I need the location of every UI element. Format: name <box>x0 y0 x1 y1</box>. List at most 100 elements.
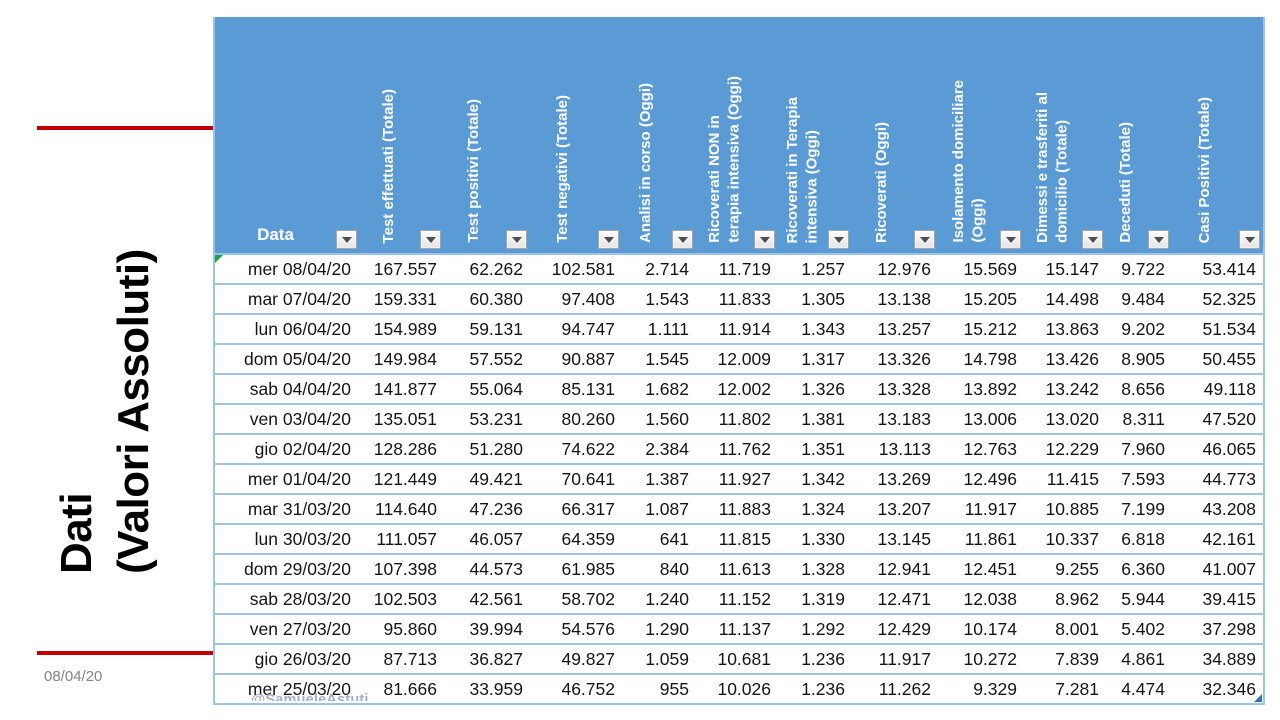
filter-dropdown-ricoverati[interactable] <box>914 230 935 249</box>
cell-date: lun 30/03/20 <box>254 528 351 549</box>
column-label-ricoverati: Ricoverati (Oggi) <box>873 122 891 243</box>
cell-value: 1.059 <box>645 648 689 669</box>
cell-value: 8.905 <box>1121 348 1165 369</box>
cell-date: mer 01/04/20 <box>247 468 351 489</box>
cell-value: 58.702 <box>561 588 615 609</box>
column-header-casi-positivi: Casi Positivi (Totale) <box>1172 17 1263 253</box>
cell-value: 1.351 <box>801 438 845 459</box>
cell-value: 51.534 <box>1202 318 1256 339</box>
cell-value: 33.959 <box>469 678 523 699</box>
cell-value: 11.833 <box>718 288 771 309</box>
cell-value: 1.319 <box>801 588 845 609</box>
cell-value: 39.415 <box>1202 588 1256 609</box>
cell-value: 1.543 <box>645 288 689 309</box>
cell-value: 46.065 <box>1202 438 1256 459</box>
cell-value: 12.038 <box>963 588 1017 609</box>
cell-date: mer 08/04/20 <box>215 255 360 283</box>
cell-value: 51.280 <box>469 438 523 459</box>
cell-value: 81.666 <box>383 678 437 699</box>
cell-value: 1.560 <box>645 408 689 429</box>
filter-arrow-icon <box>759 236 770 243</box>
table-row: ven 27/03/20 95.860 39.994 54.576 1.290 11.13… <box>215 615 1263 645</box>
cell-value: 7.593 <box>1121 468 1165 489</box>
filter-dropdown-dimessi[interactable] <box>1082 230 1103 249</box>
cell-value: 53.231 <box>469 408 523 429</box>
filter-dropdown-ricoverati-terapia-intensiva[interactable] <box>828 230 849 249</box>
cell-value: 97.408 <box>561 288 615 309</box>
cell-value: 53.414 <box>1202 258 1256 279</box>
table-resize-handle-icon[interactable] <box>1254 694 1262 702</box>
divider-line-bottom <box>37 651 218 655</box>
cell-value: 13.006 <box>963 408 1017 429</box>
column-label-dimessi: Dimessi e trasferiti al domicilio (Total… <box>1033 92 1071 243</box>
cell-value: 11.883 <box>718 498 771 519</box>
filter-dropdown-data[interactable] <box>336 230 357 249</box>
cell-value: 1.087 <box>645 498 689 519</box>
column-header-dimessi: Dimessi e trasferiti al domicilio (Total… <box>1024 17 1106 253</box>
cell-value: 11.137 <box>718 618 771 639</box>
cell-date: dom 29/03/20 <box>243 558 351 579</box>
cell-value: 1.236 <box>801 678 845 699</box>
cell-value: 1.326 <box>801 378 845 399</box>
cell-value: 10.174 <box>963 618 1017 639</box>
cell-value: 55.064 <box>469 378 523 399</box>
cell-value: 9.202 <box>1121 318 1165 339</box>
cell-value: 44.773 <box>1202 468 1256 489</box>
filter-arrow-icon <box>1244 236 1255 243</box>
cell-value: 8.656 <box>1121 378 1165 399</box>
table-row: gio 26/03/20 87.713 36.827 49.827 1.059 10.68… <box>215 645 1263 675</box>
cell-value: 14.798 <box>963 348 1017 369</box>
cell-value: 11.917 <box>878 648 931 669</box>
column-label-data: Data <box>257 225 294 244</box>
cell-value: 1.305 <box>801 288 845 309</box>
cell-value: 32.346 <box>1202 678 1256 699</box>
cell-value: 80.260 <box>561 408 615 429</box>
filter-dropdown-analisi-in-corso[interactable] <box>672 230 693 249</box>
column-header-isolamento-domiciliare: Isolamento domiciliare (Oggi) <box>938 17 1024 253</box>
filter-dropdown-test-negativi[interactable] <box>598 230 619 249</box>
filter-dropdown-casi-positivi[interactable] <box>1239 230 1260 249</box>
cell-value: 46.057 <box>469 528 523 549</box>
cell-value: 49.421 <box>469 468 523 489</box>
cell-date: gio 02/04/20 <box>254 438 351 459</box>
table-row: mer 25/03/20 81.666 33.959 46.752 955 10.026 1… <box>215 675 1263 703</box>
cell-value: 641 <box>659 528 689 549</box>
filter-dropdown-isolamento-domiciliare[interactable] <box>1000 230 1021 249</box>
cell-value: 121.449 <box>373 468 437 489</box>
cell-value: 10.337 <box>1045 528 1099 549</box>
cell-value: 135.051 <box>373 408 437 429</box>
cell-value: 59.131 <box>469 318 523 339</box>
filter-dropdown-test-effettuati[interactable] <box>420 230 441 249</box>
cell-value: 1.387 <box>645 468 689 489</box>
cell-value: 11.927 <box>718 468 771 489</box>
column-header-ricoverati-non-terapia-intensiva: Ricoverati NON in terapia intensiva (Ogg… <box>696 17 778 253</box>
cell-value: 6.360 <box>1121 558 1165 579</box>
filter-dropdown-ricoverati-non-terapia-intensiva[interactable] <box>754 230 775 249</box>
cell-value: 2.384 <box>645 438 689 459</box>
cell-value: 49.118 <box>1203 378 1256 399</box>
slide-title: Dati (Valori Assoluti) <box>52 249 159 574</box>
filter-dropdown-deceduti[interactable] <box>1148 230 1169 249</box>
cell-value: 11.762 <box>718 438 771 459</box>
cell-value: 7.281 <box>1055 678 1099 699</box>
table-row: ven 03/04/20 135.051 53.231 80.260 1.560 11.8… <box>215 405 1263 435</box>
cell-date: sab 28/03/20 <box>249 588 351 609</box>
filter-dropdown-test-positivi[interactable] <box>506 230 527 249</box>
cell-date: gio 26/03/20 <box>254 648 351 669</box>
cell-value: 14.498 <box>1045 288 1099 309</box>
cell-value: 7.839 <box>1055 648 1099 669</box>
cell-value: 57.552 <box>469 348 523 369</box>
cell-value: 12.009 <box>717 348 771 369</box>
cell-value: 13.113 <box>878 438 931 459</box>
column-header-test-effettuati: Test effettuati (Totale) <box>360 17 444 253</box>
cell-date: ven 03/04/20 <box>249 408 351 429</box>
cell-value: 13.863 <box>1045 318 1099 339</box>
cell-flag-green-triangle-icon <box>215 255 223 263</box>
cell-value: 11.415 <box>1046 468 1099 489</box>
cell-value: 9.722 <box>1121 258 1165 279</box>
cell-value: 9.329 <box>973 678 1017 699</box>
cell-value: 8.962 <box>1055 588 1099 609</box>
cell-value: 9.255 <box>1055 558 1099 579</box>
cell-value: 36.827 <box>469 648 523 669</box>
